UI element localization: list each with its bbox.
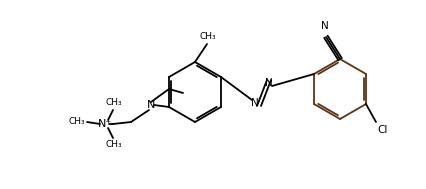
Text: CH₃: CH₃	[106, 140, 122, 149]
Text: N: N	[147, 100, 155, 110]
Text: N: N	[265, 78, 272, 88]
Text: CH₃: CH₃	[68, 118, 85, 126]
Text: CH₃: CH₃	[199, 32, 216, 41]
Text: CH₃: CH₃	[106, 98, 122, 107]
Text: N⁺: N⁺	[98, 119, 112, 129]
Text: N: N	[250, 98, 258, 108]
Text: Cl: Cl	[376, 125, 386, 135]
Text: N: N	[320, 21, 328, 31]
